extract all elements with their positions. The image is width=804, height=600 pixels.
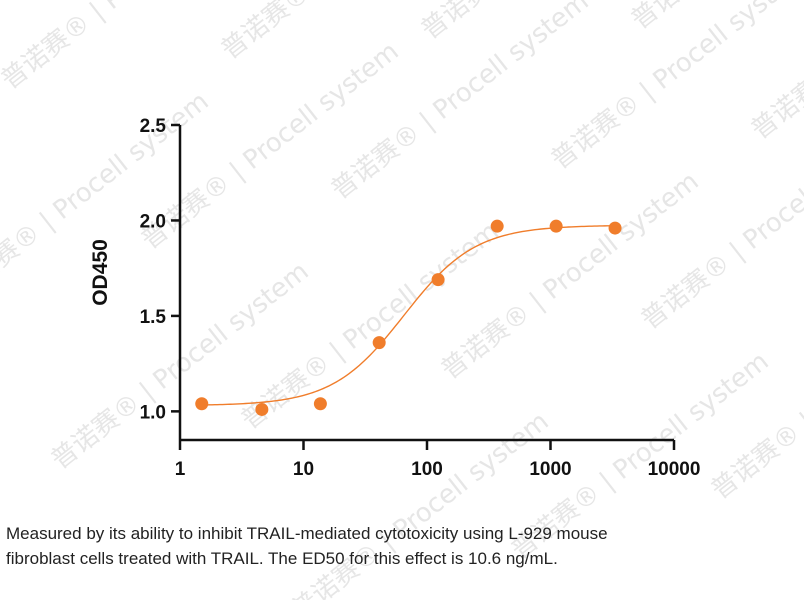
data-point bbox=[313, 397, 327, 411]
data-point bbox=[195, 397, 209, 411]
data-point bbox=[608, 221, 622, 235]
caption: Measured by its ability to inhibit TRAIL… bbox=[6, 521, 802, 571]
y-tick-label: 2.5 bbox=[140, 116, 167, 137]
data-points bbox=[195, 219, 622, 416]
y-axis-title: OD450 bbox=[89, 239, 112, 306]
caption-line-2: fibroblast cells treated with TRAIL. The… bbox=[6, 549, 558, 568]
x-tick-label: 1000 bbox=[529, 459, 571, 480]
x-tick-label: 1 bbox=[175, 459, 186, 480]
x-tick-label: 10 bbox=[293, 459, 314, 480]
x-tick-label: 10000 bbox=[648, 459, 701, 480]
x-tick-label: 100 bbox=[411, 459, 443, 480]
data-point bbox=[255, 402, 269, 416]
y-tick-label: 1.5 bbox=[140, 307, 167, 328]
data-point bbox=[549, 219, 563, 233]
axes bbox=[171, 123, 676, 450]
fit-curve bbox=[201, 225, 616, 406]
data-point bbox=[372, 336, 386, 350]
data-point bbox=[431, 273, 445, 287]
caption-line-1: Measured by its ability to inhibit TRAIL… bbox=[6, 524, 608, 543]
chart: 1.0 1.5 2.0 2.5 1 10 100 1000 10000 OD450 bbox=[89, 116, 701, 480]
tick-labels: 1.0 1.5 2.0 2.5 1 10 100 1000 10000 bbox=[140, 116, 701, 480]
fit-curve-layer bbox=[201, 225, 616, 406]
y-tick-label: 1.0 bbox=[140, 402, 166, 423]
data-point bbox=[490, 219, 504, 233]
y-tick-label: 2.0 bbox=[140, 211, 166, 232]
